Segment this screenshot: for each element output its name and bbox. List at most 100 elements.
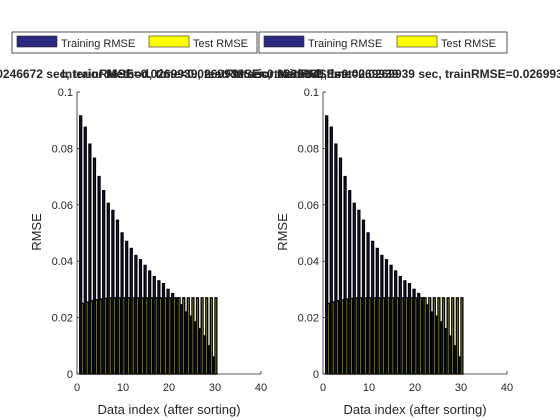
- bar-test-3: [336, 299, 340, 375]
- bar-test-2: [331, 301, 335, 375]
- y-tick-label: 0.1: [304, 87, 319, 99]
- y-tick-label: 0.02: [298, 313, 319, 325]
- bar-test-5: [99, 298, 103, 375]
- axes-left: Training RMSE Test RMSE 0.0246672 sec, t…: [0, 31, 399, 417]
- y-tick-label: 0: [313, 369, 319, 381]
- bar-test-19: [409, 297, 413, 375]
- x-tick-label: 0: [74, 382, 80, 394]
- x-tick-label: 30: [455, 382, 467, 394]
- plot-area: [79, 115, 218, 375]
- plot-area: [325, 115, 464, 375]
- bar-test-17: [154, 297, 158, 375]
- y-tick-label: 0.06: [298, 200, 319, 212]
- legend-label-training: Training RMSE: [61, 38, 135, 50]
- x-tick-label: 40: [255, 382, 267, 394]
- legend-swatch-training: [263, 35, 305, 48]
- tick-marks: 0 10 20 30 40 0 0.02 0.04 0.06 0.08 0.1: [298, 87, 514, 394]
- x-tick-label: 20: [409, 382, 421, 394]
- bar-test-9: [117, 297, 121, 375]
- bar-test-4: [94, 299, 98, 375]
- x-tick-label: 10: [363, 382, 375, 394]
- bar-test-27: [200, 297, 204, 375]
- bar-test-28: [451, 297, 455, 375]
- bar-test-20: [168, 297, 172, 375]
- bar-test-1: [80, 302, 85, 375]
- bar-test-11: [372, 297, 377, 375]
- y-tick-label: 0.06: [52, 200, 73, 212]
- bar-test-16: [149, 297, 154, 375]
- legend-box: [258, 31, 508, 54]
- bar-test-9: [363, 297, 367, 375]
- bar-test-19: [163, 297, 167, 375]
- bar-test-21: [418, 297, 423, 375]
- bar-test-16: [395, 297, 400, 375]
- legend-swatch-test: [396, 35, 438, 48]
- y-tick-label: 0.08: [298, 143, 319, 155]
- bar-test-20: [414, 297, 418, 375]
- bar-test-29: [209, 297, 213, 375]
- bar-test-13: [382, 297, 386, 375]
- bar-test-10: [122, 297, 126, 375]
- bar-test-10: [368, 297, 372, 375]
- bar-test-29: [455, 297, 459, 375]
- bar-test-7: [354, 297, 358, 375]
- tick-marks: 0 10 20 30 40 0 0.02 0.04 0.06 0.08 0.1: [52, 87, 268, 394]
- bar-test-12: [377, 297, 381, 375]
- y-axis-label: RMSE: [29, 213, 44, 251]
- y-tick-label: 0.08: [52, 143, 73, 155]
- legend-swatch-test: [148, 35, 190, 48]
- bar-test-22: [423, 297, 427, 375]
- bar-test-18: [159, 297, 163, 375]
- chart-title-overlay: Interior Method, time=0.0269939 sec, tra…: [62, 67, 399, 81]
- y-tick-label: 0.1: [58, 87, 73, 99]
- y-tick-label: 0: [67, 369, 73, 381]
- bar-test-25: [191, 297, 195, 375]
- bar-test-17: [400, 297, 404, 375]
- legend-label-training: Training RMSE: [308, 38, 382, 50]
- bar-test-14: [386, 297, 390, 375]
- chart-title: 0.0246672 sec, trainRMSE=0.0269939, test…: [0, 67, 352, 81]
- bar-test-11: [126, 297, 131, 375]
- legend-left: Training RMSE Test RMSE: [11, 31, 258, 54]
- axes-right: Training RMSE Test RMSE Interior Method,…: [233, 31, 560, 417]
- bar-test-3: [90, 299, 94, 375]
- legend-right: Training RMSE Test RMSE: [258, 31, 508, 54]
- x-tick-label: 20: [163, 382, 175, 394]
- bar-test-23: [428, 297, 432, 375]
- bar-test-28: [205, 297, 209, 375]
- bar-test-15: [391, 297, 395, 375]
- bar-test-13: [136, 297, 140, 375]
- y-tick-label: 0.02: [52, 313, 73, 325]
- x-tick-label: 40: [501, 382, 513, 394]
- legend-label-test: Test RMSE: [193, 38, 248, 50]
- x-tick-label: 10: [117, 382, 129, 394]
- bar-test-27: [446, 297, 450, 375]
- bar-test-18: [405, 297, 409, 375]
- bar-test-4: [340, 299, 344, 375]
- bar-test-8: [359, 297, 363, 375]
- bar-test-26: [195, 297, 200, 375]
- legend-label-test: Test RMSE: [441, 38, 496, 50]
- bar-test-24: [186, 297, 190, 375]
- bar-test-7: [108, 297, 112, 375]
- bar-test-25: [437, 297, 441, 375]
- x-tick-label: 30: [209, 382, 221, 394]
- bar-test-6: [103, 297, 108, 375]
- chart-title: Interior Method, time=0.0269939 sec, tra…: [233, 67, 560, 81]
- y-tick-label: 0.04: [298, 256, 319, 268]
- bar-test-12: [131, 297, 135, 375]
- bar-test-5: [345, 298, 349, 375]
- x-axis-label: Data index (after sorting): [97, 402, 240, 417]
- bar-test-22: [177, 297, 181, 375]
- bar-test-2: [85, 301, 89, 375]
- bar-test-26: [441, 297, 446, 375]
- x-axis-label: Data index (after sorting): [343, 402, 486, 417]
- bar-test-30: [460, 297, 464, 375]
- bar-test-30: [214, 297, 218, 375]
- legend-swatch-training: [16, 35, 58, 48]
- bar-test-8: [113, 297, 117, 375]
- bar-test-6: [349, 297, 354, 375]
- x-tick-label: 0: [320, 382, 326, 394]
- bar-test-1: [326, 302, 331, 375]
